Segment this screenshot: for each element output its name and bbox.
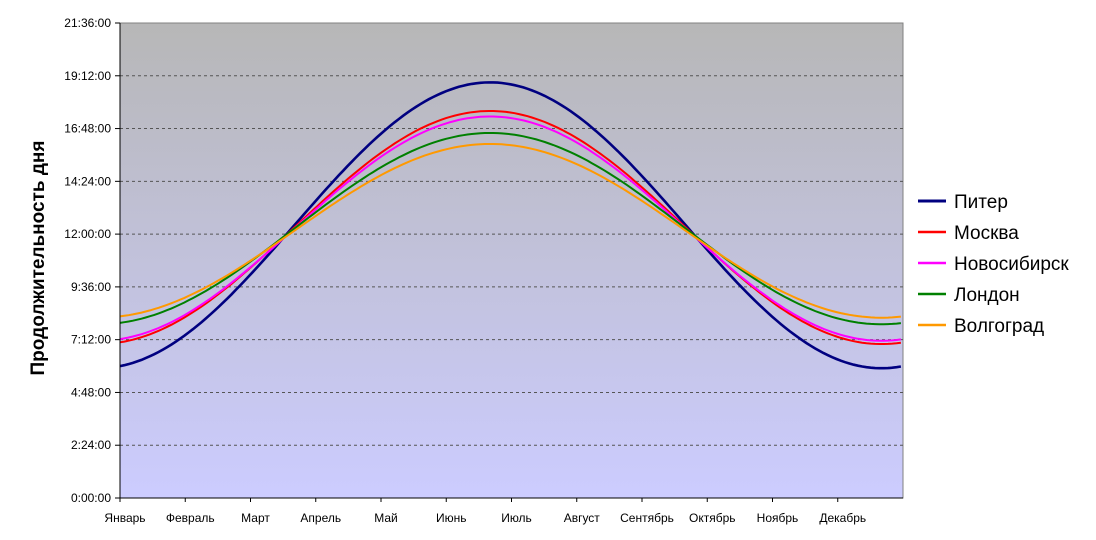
grid-lines [120, 75, 903, 446]
x-tick-label: Июнь [436, 511, 467, 525]
y-axis-ticks: 0:00:00 2:24:00 4:48:00 7:12:00 9:36:00 12:00… [64, 16, 120, 505]
x-tick-label: Май [374, 511, 398, 525]
legend-label: Лондон [954, 285, 1020, 306]
y-axis-label: Продолжительность дня [28, 141, 49, 376]
y-tick-label: 19:12:00 [64, 69, 111, 83]
x-tick-label: Сентябрь [620, 511, 674, 525]
y-tick-label: 16:48:00 [64, 122, 111, 136]
x-tick-label: Июль [501, 511, 532, 525]
x-tick-label: Апрель [300, 511, 341, 525]
y-tick-label: 2:24:00 [71, 438, 111, 452]
y-tick-label: 4:48:00 [71, 385, 111, 399]
legend-label: Волгоград [954, 316, 1044, 337]
x-tick-label: Январь [104, 511, 145, 525]
x-tick-label: Декабрь [819, 511, 866, 525]
plot-area [119, 22, 904, 499]
x-tick-label: Март [241, 511, 270, 525]
series-line-2 [119, 115, 902, 342]
series-lines [119, 81, 902, 370]
legend-label: Новосибирск [954, 254, 1069, 275]
x-axis-ticks: Январь Февраль Март Апрель Май Июнь Июль Август… [104, 498, 866, 525]
series-line-0 [119, 81, 902, 370]
y-tick-label: 7:12:00 [71, 333, 111, 347]
series-line-4 [119, 143, 901, 319]
x-tick-label: Октябрь [689, 511, 736, 525]
y-tick-label: 21:36:00 [64, 16, 111, 30]
legend-label: Питер [954, 192, 1008, 213]
y-tick-label: 12:00:00 [64, 227, 111, 241]
legend: Питер Москва Новосибирск Лондон Волгоград [918, 192, 1069, 337]
y-tick-label: 9:36:00 [71, 280, 111, 294]
legend-label: Москва [954, 223, 1019, 244]
y-tick-label: 0:00:00 [71, 491, 111, 505]
x-tick-label: Февраль [166, 511, 215, 525]
x-tick-label: Август [564, 511, 601, 525]
y-tick-label: 14:24:00 [64, 174, 111, 188]
x-tick-label: Ноябрь [757, 511, 799, 525]
